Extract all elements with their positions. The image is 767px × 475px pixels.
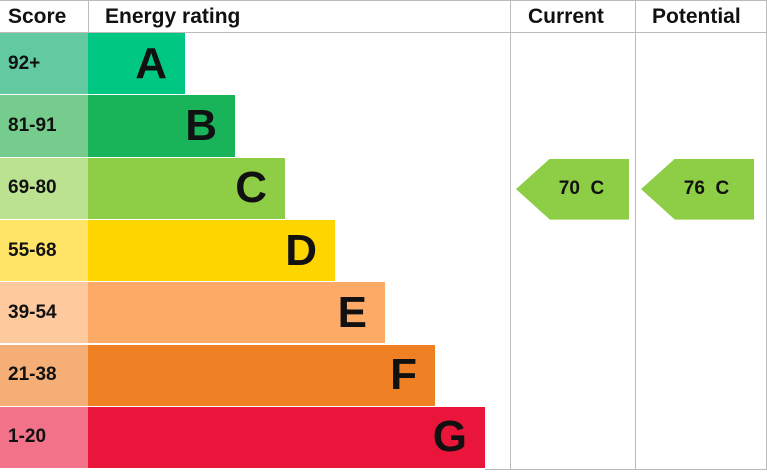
rating-bar-c: C <box>88 157 285 219</box>
score-cell-a: 92+ <box>0 33 88 95</box>
col-divider-current <box>510 0 511 470</box>
header-divider <box>0 32 767 33</box>
score-cell-c: 69-80 <box>0 157 88 219</box>
score-cell-b: 81-91 <box>0 95 88 157</box>
potential-rating-label: 76 C <box>683 178 730 200</box>
rating-bar-e: E <box>88 282 385 344</box>
header-energy-rating: Energy rating <box>105 5 241 28</box>
rating-bar-d: D <box>88 219 335 282</box>
score-cell-g: 1-20 <box>0 406 88 469</box>
current-rating-label: 70 C <box>558 178 605 200</box>
bottom-border <box>485 469 767 470</box>
rating-bar-g: G <box>88 406 485 469</box>
rating-bar-f: F <box>88 344 435 406</box>
rating-bar-b: B <box>88 95 235 157</box>
current-rating-arrow: 70 C <box>516 158 629 220</box>
score-cell-f: 21-38 <box>0 344 88 406</box>
rating-bar-a: A <box>88 33 185 95</box>
header-col-divider <box>88 0 89 32</box>
col-divider-potential <box>635 0 636 470</box>
header-potential: Potential <box>652 5 741 28</box>
header-current: Current <box>528 5 604 28</box>
top-border <box>0 0 767 1</box>
score-cell-d: 55-68 <box>0 219 88 282</box>
potential-rating-arrow: 76 C <box>641 158 754 220</box>
header-score: Score <box>8 5 67 28</box>
score-cell-e: 39-54 <box>0 282 88 344</box>
